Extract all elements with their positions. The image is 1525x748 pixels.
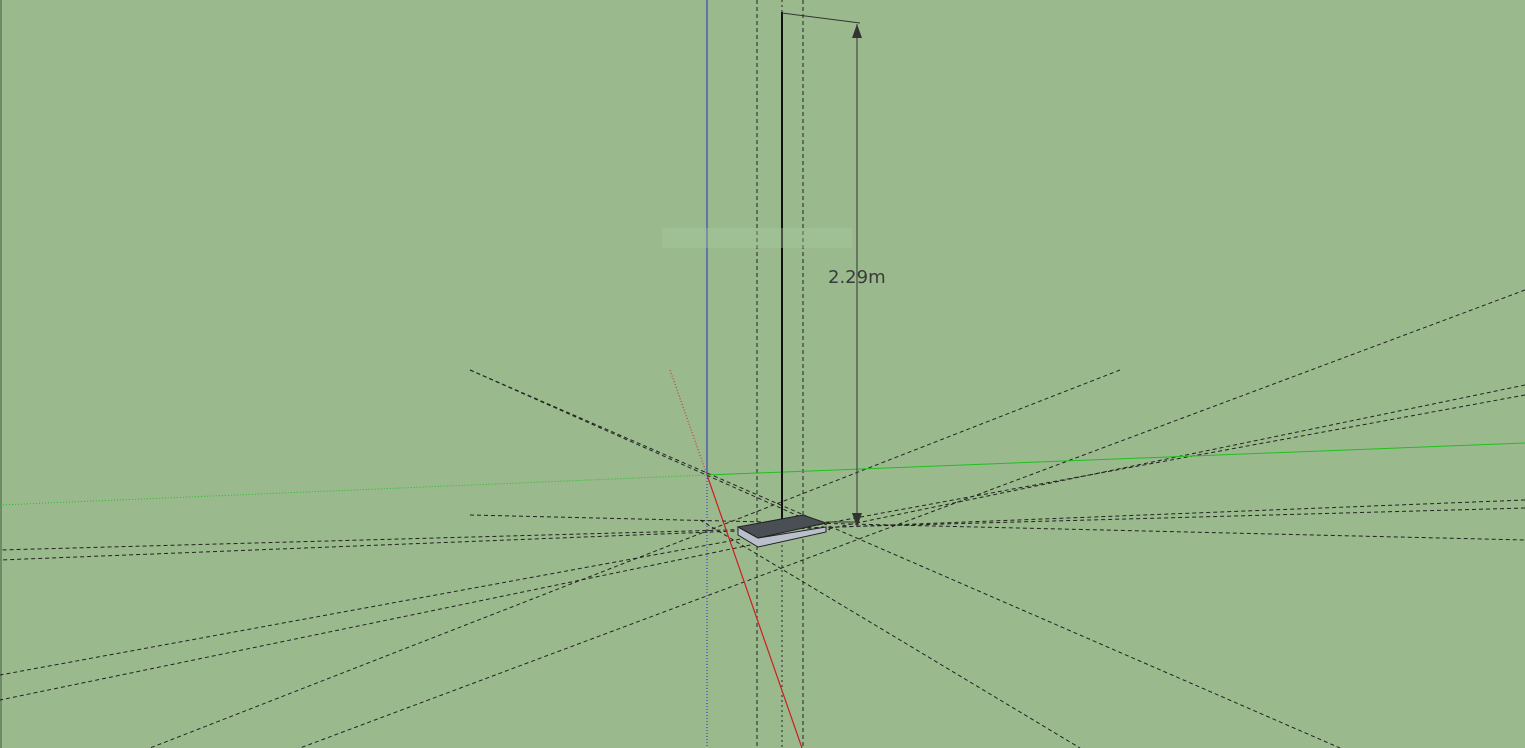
faint-tooltip: [662, 228, 852, 248]
red-axis-negative: [669, 369, 708, 476]
guide-line: [469, 514, 1525, 541]
guide-line: [699, 519, 1081, 748]
box-top-face: [736, 514, 828, 539]
guide-line: [469, 369, 1341, 748]
dimension-arrow-top: [852, 24, 862, 38]
green-axis: [706, 442, 1525, 476]
guide-line: [469, 369, 831, 531]
viewport-border: [0, 0, 2, 748]
red-axis: [706, 474, 803, 748]
dimension-label[interactable]: 2.29m: [828, 267, 886, 288]
dimension-arrow-bottom: [852, 513, 862, 527]
dimension-extension-top: [781, 12, 861, 24]
guide-line: [299, 289, 1525, 748]
green-axis-negative: [0, 474, 708, 506]
box-object[interactable]: [736, 514, 828, 548]
guide-line: [0, 507, 1525, 551]
guide-line: [149, 369, 1121, 748]
dimension[interactable]: [781, 12, 862, 527]
